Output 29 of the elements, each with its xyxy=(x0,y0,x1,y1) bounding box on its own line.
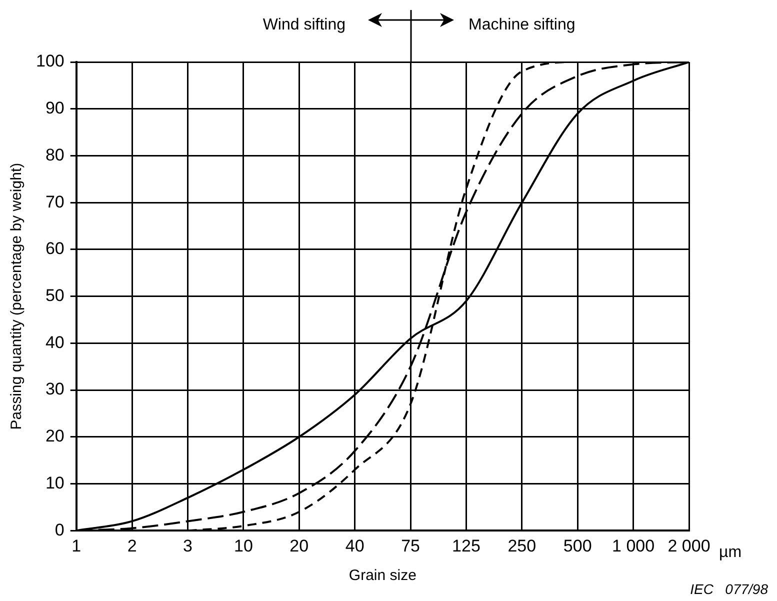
y-tick-label: 50 xyxy=(45,286,64,305)
x-tick-label: 1 xyxy=(72,536,82,556)
text: µm xyxy=(719,544,742,562)
x-tick-label: 2 xyxy=(127,536,137,556)
x-tick-label: 500 xyxy=(563,536,592,556)
y-tick-label: 30 xyxy=(45,380,64,399)
y-tick-label: 70 xyxy=(45,192,64,212)
x-tick-label: 20 xyxy=(290,536,309,556)
x-tick-label: 2 000 xyxy=(668,536,710,556)
text: Wind sifting xyxy=(262,16,346,34)
x-tick-label: 10 xyxy=(234,536,253,556)
y-tick-label: 40 xyxy=(45,332,64,352)
y-tick-label: 100 xyxy=(36,52,64,71)
x-tick-label: 1 000 xyxy=(612,536,655,556)
y-tick-label: 90 xyxy=(45,98,64,118)
y-tick-label: 0 xyxy=(54,520,64,540)
x-tick-label: 40 xyxy=(345,536,364,556)
x-tick-label: 3 xyxy=(183,536,192,556)
x-tick-label: 250 xyxy=(508,536,536,556)
y-axis-title: Passing quantity (percentage by weight) xyxy=(8,162,26,430)
y-tick-label: 20 xyxy=(45,426,64,446)
x-tick-label: 125 xyxy=(452,536,480,556)
text: IEC 077/98 xyxy=(690,580,768,597)
y-tick-label: 60 xyxy=(45,239,64,258)
x-axis-title: Grain size xyxy=(348,567,416,584)
y-tick-label: 80 xyxy=(45,145,64,164)
text: Machine sifting xyxy=(468,16,576,34)
y-tick-label: 10 xyxy=(45,473,64,492)
x-tick-label: 75 xyxy=(401,536,420,556)
